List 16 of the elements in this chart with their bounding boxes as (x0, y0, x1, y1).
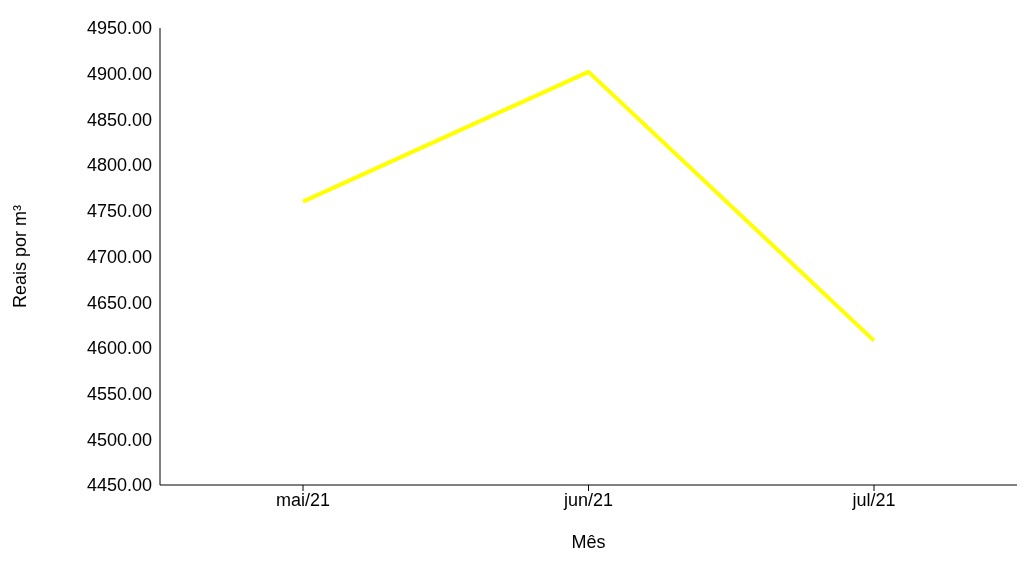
y-tick-label: 4500.00 (86, 429, 152, 450)
y-tick-label: 4950.00 (86, 18, 152, 39)
y-tick-label: 4650.00 (86, 292, 152, 313)
x-tick-label: jul/21 (851, 489, 896, 510)
y-tick-label: 4600.00 (86, 338, 152, 359)
x-axis-title: Mês (571, 531, 606, 552)
y-axis-title: Reais por m³ (10, 204, 30, 309)
y-tick-label: 4850.00 (86, 109, 152, 130)
y-tick-label: 4450.00 (86, 475, 152, 496)
y-tick-label: 4700.00 (86, 246, 152, 267)
y-tick-label: 4900.00 (86, 64, 152, 85)
y-tick-label: 4550.00 (86, 383, 152, 404)
x-tick-label: mai/21 (275, 489, 331, 510)
y-tick-label: 4800.00 (86, 155, 152, 176)
y-tick-label: 4750.00 (86, 201, 152, 222)
x-tick-label: jun/21 (562, 489, 614, 510)
